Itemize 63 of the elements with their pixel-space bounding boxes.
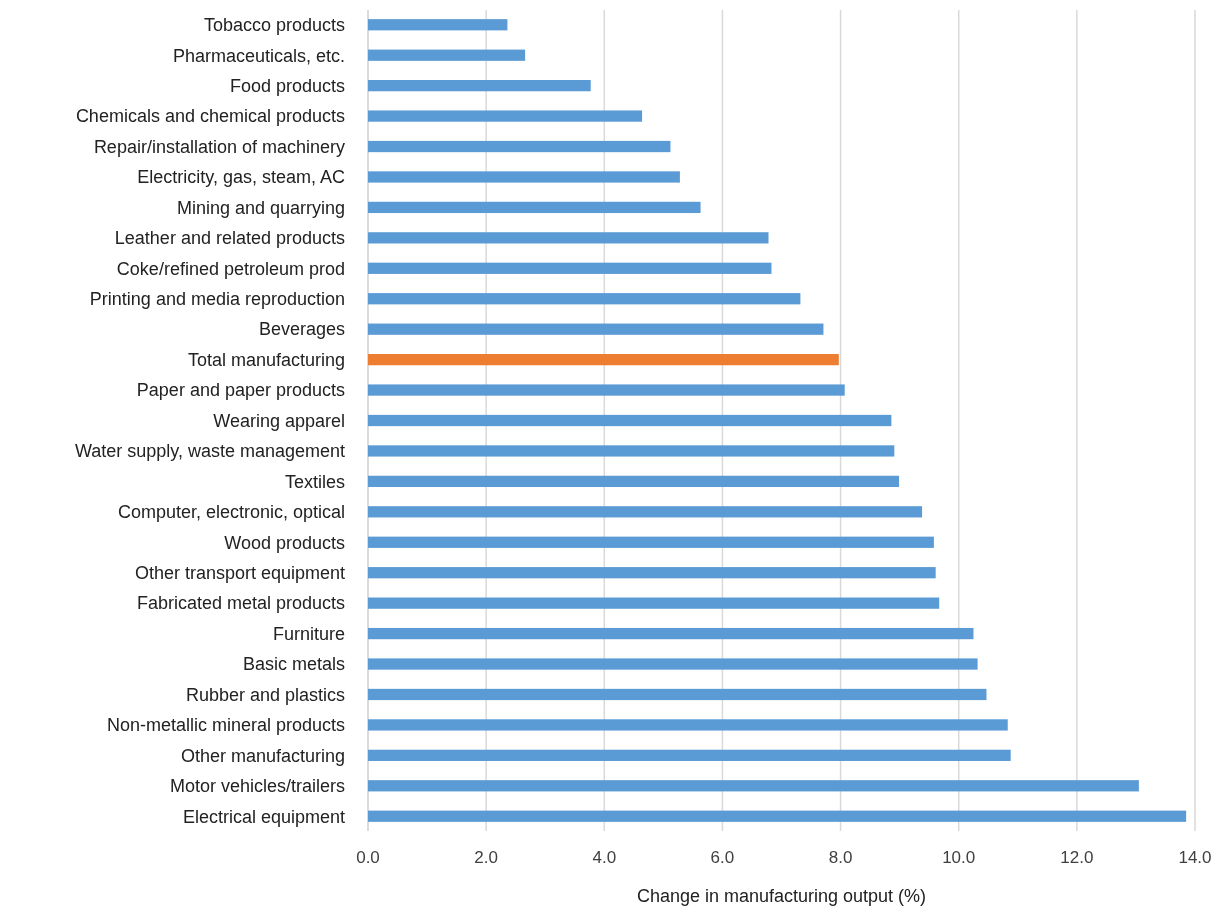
y-tick-label: Fabricated metal products <box>136 593 345 614</box>
y-tick-label: Textiles <box>284 471 345 492</box>
x-tick-label: 12.0 <box>1060 848 1094 867</box>
y-tick-label: Wearing apparel <box>213 410 345 431</box>
bar <box>368 749 1011 761</box>
bar <box>368 323 824 335</box>
y-tick-label: Mining and quarrying <box>176 197 345 218</box>
bar <box>368 719 1008 731</box>
bar <box>368 475 900 488</box>
bar <box>368 780 1139 792</box>
bar <box>368 80 591 92</box>
y-tick-label: Other transport equipment <box>134 563 345 584</box>
bar <box>368 597 940 609</box>
y-tick-label: Total manufacturing <box>187 349 345 370</box>
bar <box>368 353 839 366</box>
y-tick-label: Wood products <box>224 532 345 553</box>
y-tick-label: Chemicals and chemical products <box>75 106 345 127</box>
bar <box>368 110 643 122</box>
bar <box>368 49 526 61</box>
bar <box>368 384 845 396</box>
y-tick-label: Coke/refined petroleum prod <box>116 258 345 279</box>
y-tick-label: Repair/installation of machinery <box>93 136 345 157</box>
y-tick-label: Beverages <box>258 319 345 340</box>
y-tick-label: Rubber and plastics <box>185 684 345 705</box>
bar <box>368 19 508 31</box>
y-tick-label: Electrical equipment <box>182 806 345 827</box>
y-tick-label: Motor vehicles/trailers <box>169 776 345 797</box>
y-tick-label: Pharmaceuticals, etc. <box>172 45 345 66</box>
x-axis-title: Change in manufacturing output (%) <box>636 886 927 906</box>
y-tick-label: Electricity, gas, steam, AC <box>137 167 345 188</box>
bar <box>368 688 987 701</box>
x-tick-label: 14.0 <box>1178 848 1212 867</box>
bar <box>368 293 801 305</box>
bar <box>368 140 671 153</box>
y-tick-label: Computer, electronic, optical <box>117 502 345 523</box>
bar <box>368 627 974 640</box>
x-tick-label: 0.0 <box>356 848 380 867</box>
y-tick-label: Food products <box>229 75 345 96</box>
bar <box>368 201 701 214</box>
y-tick-label: Non-metallic mineral products <box>106 715 345 736</box>
x-tick-label: 2.0 <box>474 848 498 867</box>
bar <box>368 445 895 457</box>
y-tick-label: Other manufacturing <box>180 745 345 766</box>
bar <box>368 232 769 244</box>
bar <box>368 810 1187 822</box>
x-tick-label: 8.0 <box>828 848 853 867</box>
bar <box>368 262 772 274</box>
bar <box>368 506 923 518</box>
y-tick-label: Paper and paper products <box>136 380 345 401</box>
bar <box>368 658 978 670</box>
bar <box>368 536 934 548</box>
y-tick-label: Tobacco products <box>203 15 345 36</box>
bar <box>368 171 680 183</box>
y-tick-label: Printing and media reproduction <box>89 289 345 310</box>
bar <box>368 414 892 427</box>
x-tick-label: 4.0 <box>592 848 617 867</box>
x-tick-label: 10.0 <box>942 848 976 867</box>
y-tick-label: Furniture <box>272 623 345 644</box>
bar <box>368 567 936 579</box>
x-tick-label: 6.0 <box>710 848 735 867</box>
y-tick-label: Water supply, waste management <box>74 441 345 462</box>
y-tick-label: Basic metals <box>242 654 345 675</box>
y-tick-label: Leather and related products <box>114 228 345 249</box>
